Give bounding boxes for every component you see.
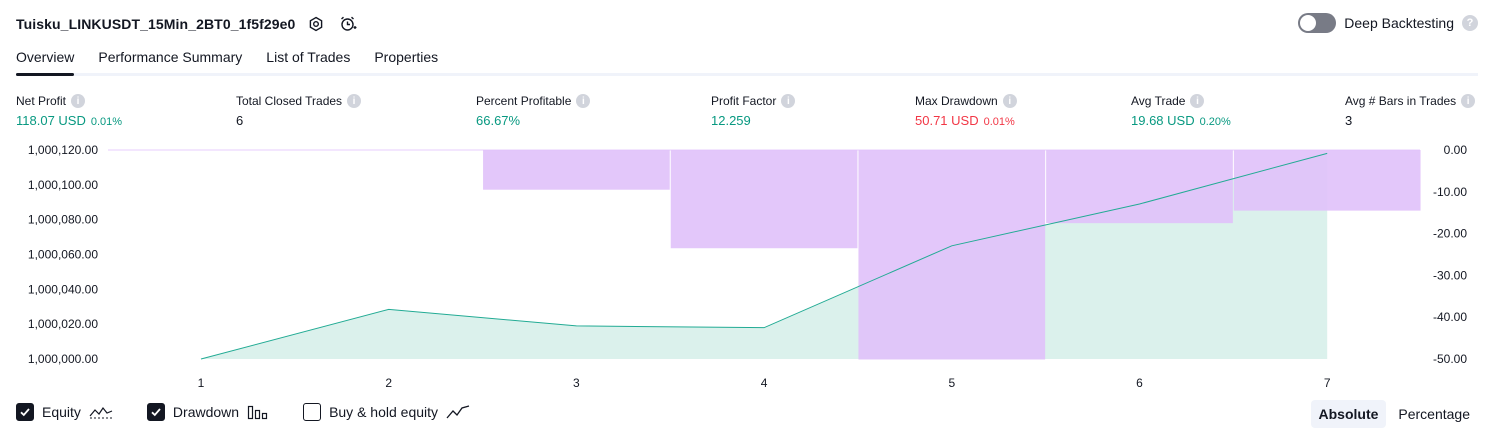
left-axis-tick-label: 1,000,020.00 bbox=[28, 317, 98, 331]
stat-label: Avg Trade bbox=[1131, 94, 1186, 108]
info-icon[interactable]: i bbox=[71, 94, 86, 108]
legend-label: Buy & hold equity bbox=[329, 404, 439, 420]
left-axis-tick-label: 1,000,100.00 bbox=[28, 178, 98, 192]
x-axis-tick-label: 1 bbox=[198, 376, 205, 390]
strategy-header: Tuisku_LINKUSDT_15Min_2BT0_1f5f29e0 bbox=[16, 12, 359, 36]
add-alert-icon[interactable] bbox=[337, 13, 359, 35]
tab-list-of-trades[interactable]: List of Trades bbox=[266, 49, 351, 65]
legend-label: Drawdown bbox=[172, 404, 240, 420]
stat-label: Max Drawdown bbox=[915, 94, 998, 108]
tab-performance-summary[interactable]: Performance Summary bbox=[98, 49, 243, 65]
drawdown-bars-icon bbox=[247, 404, 269, 420]
toggle-knob bbox=[1300, 15, 1317, 31]
right-axis-tick-label: -50.00 bbox=[1433, 352, 1467, 366]
stat-value: 118.07 USD bbox=[16, 113, 86, 128]
stat-label: Percent Profitable bbox=[476, 94, 572, 108]
stat-label: Profit Factor bbox=[711, 94, 777, 108]
stat-value: 19.68 USD bbox=[1131, 113, 1195, 128]
stat-percent: 0.01% bbox=[983, 116, 1015, 128]
stat-value: 12.259 bbox=[711, 113, 751, 128]
drawdown-checkbox[interactable] bbox=[146, 403, 165, 421]
tab-properties[interactable]: Properties bbox=[374, 49, 439, 65]
legend-equity[interactable]: Equity bbox=[16, 403, 113, 421]
left-axis-tick-label: 1,000,080.00 bbox=[28, 213, 98, 227]
info-icon[interactable]: i bbox=[1002, 94, 1017, 108]
x-axis-tick-label: 3 bbox=[573, 376, 580, 390]
stat-avg-trade: Avg Trade i 19.68 USD 0.20% bbox=[1131, 93, 1231, 129]
stat-profit-factor: Profit Factor i 12.259 bbox=[711, 93, 796, 129]
strategy-title: Tuisku_LINKUSDT_15Min_2BT0_1f5f29e0 bbox=[16, 16, 296, 32]
deep-backtesting-label: Deep Backtesting bbox=[1344, 15, 1454, 31]
absolute-button[interactable]: Absolute bbox=[1310, 400, 1387, 428]
equity-line bbox=[200, 152, 1328, 360]
x-axis-tick-label: 4 bbox=[761, 376, 768, 390]
drawdown-bar bbox=[1046, 150, 1233, 224]
info-icon[interactable]: i bbox=[781, 94, 796, 108]
right-axis-tick-label: 0.00 bbox=[1444, 143, 1468, 157]
legend-drawdown[interactable]: Drawdown bbox=[146, 403, 269, 421]
legend-label: Equity bbox=[42, 404, 81, 420]
stat-percent: 0.20% bbox=[1199, 116, 1231, 128]
stat-value: 66.67% bbox=[476, 113, 521, 128]
help-icon[interactable]: ? bbox=[1462, 15, 1478, 31]
tab-overview[interactable]: Overview bbox=[16, 46, 75, 76]
left-axis-tick-label: 1,000,060.00 bbox=[28, 248, 98, 262]
stat-value: 3 bbox=[1345, 113, 1353, 128]
drawdown-bar bbox=[858, 150, 1046, 360]
percentage-button[interactable]: Percentage bbox=[1398, 406, 1470, 422]
stat-value: 6 bbox=[236, 113, 244, 128]
right-axis-tick-label: -30.00 bbox=[1433, 268, 1467, 282]
x-axis-tick-label: 7 bbox=[1324, 376, 1331, 390]
info-icon[interactable]: i bbox=[347, 94, 362, 108]
buy-hold-checkbox[interactable] bbox=[303, 403, 322, 421]
stat-percent: 0.01% bbox=[90, 116, 123, 128]
stat-net-profit: Net Profit i 118.07 USD 0.01% bbox=[16, 93, 122, 129]
chart-legend: Equity Drawdown Buy & hold equity bbox=[16, 403, 470, 421]
drawdown-bar bbox=[670, 150, 858, 249]
left-axis-tick-label: 1,000,000.00 bbox=[28, 352, 98, 366]
right-axis-tick-label: -10.00 bbox=[1433, 185, 1467, 199]
stat-label: Avg # Bars in Trades bbox=[1345, 94, 1457, 108]
deep-backtesting: Deep Backtesting ? bbox=[1298, 13, 1478, 33]
stat-label: Net Profit bbox=[16, 94, 67, 108]
legend-buy-hold[interactable]: Buy & hold equity bbox=[303, 403, 470, 421]
left-axis-tick-label: 1,000,120.00 bbox=[28, 143, 98, 157]
stat-total-closed-trades: Total Closed Trades i 6 bbox=[236, 93, 362, 129]
info-icon[interactable]: i bbox=[1461, 94, 1476, 108]
equity-checkbox[interactable] bbox=[16, 403, 34, 421]
stat-max-drawdown: Max Drawdown i 50.71 USD 0.01% bbox=[915, 93, 1017, 129]
right-axis-tick-label: -20.00 bbox=[1433, 227, 1467, 241]
value-mode-switch: Absolute Percentage bbox=[1310, 400, 1479, 428]
info-icon[interactable]: i bbox=[1190, 94, 1205, 108]
equity-line-icon bbox=[89, 404, 113, 420]
drawdown-bar bbox=[483, 150, 670, 190]
buy-hold-line-icon bbox=[446, 404, 470, 420]
drawdown-bar bbox=[1233, 150, 1421, 211]
deep-backtesting-toggle[interactable] bbox=[1298, 13, 1337, 33]
info-icon[interactable]: i bbox=[576, 94, 591, 108]
left-axis-tick-label: 1,000,040.00 bbox=[28, 282, 98, 296]
stat-label: Total Closed Trades bbox=[236, 94, 343, 108]
report-tabs: Overview Performance Summary List of Tra… bbox=[16, 46, 1478, 76]
settings-icon[interactable] bbox=[305, 13, 327, 35]
x-axis-tick-label: 5 bbox=[948, 376, 955, 390]
x-axis-tick-label: 6 bbox=[1136, 376, 1143, 390]
x-axis-tick-label: 2 bbox=[385, 376, 392, 390]
equity-drawdown-chart[interactable]: 1,000,000.00 1,000,020.00 1,000,040.00 1,00… bbox=[0, 136, 1494, 396]
stat-avg-bars: Avg # Bars in Trades i 3 bbox=[1345, 93, 1476, 129]
stat-percent-profitable: Percent Profitable i 66.67% bbox=[476, 93, 591, 129]
right-axis-tick-label: -40.00 bbox=[1433, 310, 1467, 324]
equity-area bbox=[201, 153, 1328, 359]
stat-value: 50.71 USD bbox=[915, 113, 979, 128]
